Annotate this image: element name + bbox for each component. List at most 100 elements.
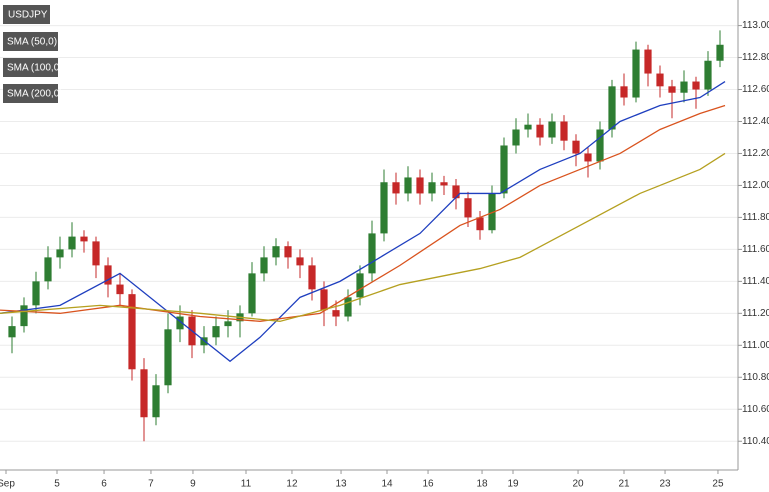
candle-body [704,60,712,90]
candle-body [368,233,376,274]
y-tick-label: 110.600 [742,404,769,415]
x-tick-label: 11 [241,479,252,490]
legend-box [3,58,58,77]
candle-body [560,121,568,141]
candle-body [116,284,124,295]
candle-body [152,385,160,418]
candle-body [512,129,520,146]
candle-body [68,236,76,250]
axes: 110.400 110.600 110.800 111.000 111.200 111.4… [0,20,769,489]
y-tick-label: 112.800 [742,52,769,63]
candle-body [320,289,328,311]
candle-body [212,326,220,338]
legend: USDJPY SMA (50,0) SMA (100,0) SMA (200,0) [3,5,63,103]
candle-body [56,249,64,258]
x-tick-label: 5 [54,479,60,490]
y-tick-label: 112.200 [742,148,769,159]
candle-body [392,182,400,194]
legend-label: SMA (200,0) [7,89,63,100]
candle-body [104,265,112,285]
candle-body [440,182,448,186]
candle-body [488,193,496,231]
candle-body [680,81,688,93]
x-tick-label: 12 [286,479,298,490]
candle-body [476,217,484,231]
y-tick-label: 112.400 [742,116,769,127]
candle-body [692,81,700,90]
x-tick-label: 13 [335,479,347,490]
candle-body [332,310,340,317]
candle-body [416,177,424,194]
candle-body [92,241,100,266]
x-tick-label: 18 [476,479,488,490]
candle-body [584,153,592,162]
chart-title: USDJPY [8,10,48,21]
y-tick-label: 111.400 [742,276,769,287]
candle-body [8,326,16,338]
candle-body [356,273,364,298]
sma-line [0,152,726,322]
x-tick-label: 19 [507,479,519,490]
candle-body [404,177,412,194]
y-tick-label: 111.200 [742,308,769,319]
legend-label: SMA (100,0) [7,63,63,74]
candle-body [464,198,472,218]
candle-body [224,321,232,327]
candle-body [164,329,172,386]
candle-body [128,294,136,370]
candle-body [668,86,676,93]
candle-body [260,257,268,274]
candle-body [620,86,628,98]
candle-body [32,281,40,306]
sma-line [0,80,726,363]
x-tick-label: Sep [0,479,15,490]
x-tick-label: 25 [712,479,724,490]
x-tick-label: 20 [572,479,584,490]
candle-body [608,86,616,130]
candle-body [644,49,652,74]
candle-body [296,257,304,266]
candle-body [716,44,724,61]
y-tick-label: 113.000 [742,20,769,31]
candle-body [344,297,352,317]
y-tick-label: 112.000 [742,180,769,191]
grid [0,25,738,442]
y-tick-label: 111.000 [742,340,769,351]
candle-body [248,273,256,314]
candle-body [140,369,148,418]
candle-body [272,246,280,258]
x-tick-label: 23 [659,479,671,490]
candle-body [536,124,544,138]
legend-label: SMA (50,0) [7,37,57,48]
candle-body [500,145,508,194]
y-tick-label: 111.600 [742,244,769,255]
candle-body [524,124,532,130]
x-tick-label: 6 [101,479,107,490]
y-tick-label: 110.800 [742,372,769,383]
plot [0,30,726,442]
x-tick-label: 16 [422,479,434,490]
candle-body [380,182,388,234]
candle-body [176,316,184,330]
candle-body [548,121,556,138]
title-box [3,5,50,24]
candle-body [44,257,52,282]
candle-body [572,140,580,154]
x-tick-label: 21 [618,479,630,490]
y-tick-label: 112.600 [742,84,769,95]
x-tick-label: 14 [381,479,393,490]
x-tick-label: 7 [148,479,154,490]
x-tick-label: 9 [190,479,196,490]
candle-body [632,49,640,98]
candle-body [80,236,88,242]
candle-body [20,305,28,327]
candle-body [308,265,316,290]
legend-box [3,84,58,103]
y-tick-label: 110.400 [742,436,769,447]
candle-body [284,246,292,258]
candle-body [656,73,664,87]
y-tick-label: 111.800 [742,212,769,223]
